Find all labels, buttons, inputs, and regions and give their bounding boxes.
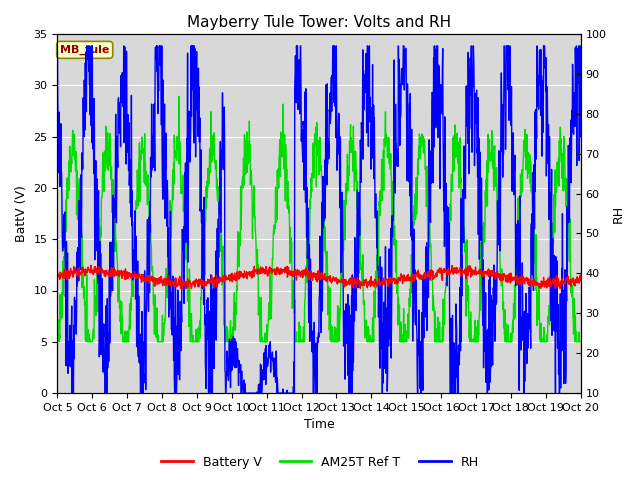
Legend: Battery V, AM25T Ref T, RH: Battery V, AM25T Ref T, RH [156, 451, 484, 474]
Line: Battery V: Battery V [58, 265, 580, 288]
Battery V [177, 286, 184, 291]
RH [94, 196, 102, 202]
AM25T Ref T [287, 235, 295, 240]
RH [116, 130, 124, 136]
RH [68, 390, 76, 396]
AM25T Ref T [276, 143, 284, 148]
RH [54, 43, 61, 49]
AM25T Ref T [94, 249, 102, 254]
RH [577, 133, 584, 139]
AM25T Ref T [54, 339, 61, 345]
Battery V [87, 263, 95, 268]
Y-axis label: RH: RH [612, 204, 625, 223]
Battery V [296, 269, 304, 275]
RH [351, 266, 359, 272]
RH [296, 111, 304, 117]
X-axis label: Time: Time [303, 419, 334, 432]
AM25T Ref T [296, 323, 304, 329]
Battery V [287, 273, 295, 278]
Title: Mayberry Tule Tower: Volts and RH: Mayberry Tule Tower: Volts and RH [187, 15, 451, 30]
AM25T Ref T [577, 339, 584, 345]
AM25T Ref T [54, 339, 61, 345]
RH [276, 390, 284, 396]
Line: RH: RH [58, 46, 580, 393]
Battery V [352, 280, 360, 286]
RH [287, 390, 294, 396]
Battery V [577, 278, 584, 284]
Text: MB_tule: MB_tule [60, 45, 109, 55]
Battery V [276, 269, 284, 275]
AM25T Ref T [116, 305, 124, 311]
AM25T Ref T [352, 151, 360, 156]
AM25T Ref T [175, 94, 182, 99]
Battery V [116, 274, 124, 279]
Battery V [54, 268, 61, 274]
Y-axis label: BattV (V): BattV (V) [15, 185, 28, 242]
Battery V [94, 269, 102, 275]
Line: AM25T Ref T: AM25T Ref T [58, 96, 580, 342]
